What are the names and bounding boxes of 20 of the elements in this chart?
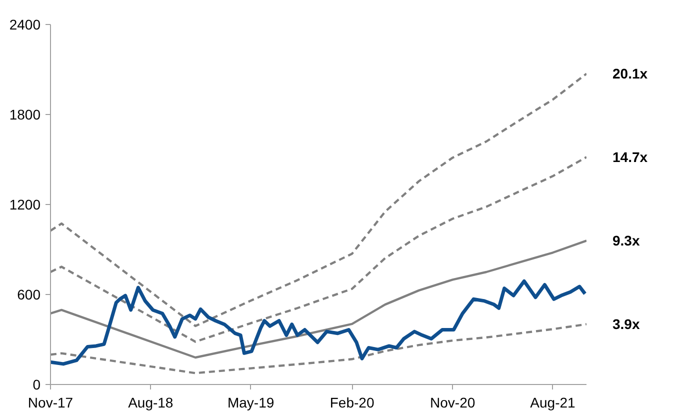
x-tick-label: May-19 bbox=[227, 394, 274, 410]
series-label: 9.3x bbox=[612, 232, 640, 249]
line-series bbox=[50, 279, 586, 366]
x-tick-label: Feb-20 bbox=[330, 394, 374, 410]
y-tick-label: 600 bbox=[17, 286, 41, 302]
x-tick-label: Aug-21 bbox=[530, 394, 576, 410]
y-tick-label: 1200 bbox=[9, 196, 41, 212]
line-series bbox=[50, 240, 586, 359]
line-series bbox=[50, 323, 586, 374]
series-label: 20.1x bbox=[612, 66, 648, 82]
line-series bbox=[50, 72, 586, 328]
y-tick-label: 2400 bbox=[9, 16, 41, 32]
series-label: 14.7x bbox=[612, 149, 648, 166]
series-label: 3.9x bbox=[612, 316, 640, 332]
line-series bbox=[50, 156, 586, 343]
y-tick-label: 0 bbox=[32, 376, 41, 392]
x-tick-label: Aug-18 bbox=[128, 394, 174, 410]
x-tick-label: Nov-20 bbox=[430, 394, 476, 410]
y-tick-label: 1800 bbox=[9, 106, 41, 122]
x-tick-label: Nov-17 bbox=[28, 394, 74, 410]
